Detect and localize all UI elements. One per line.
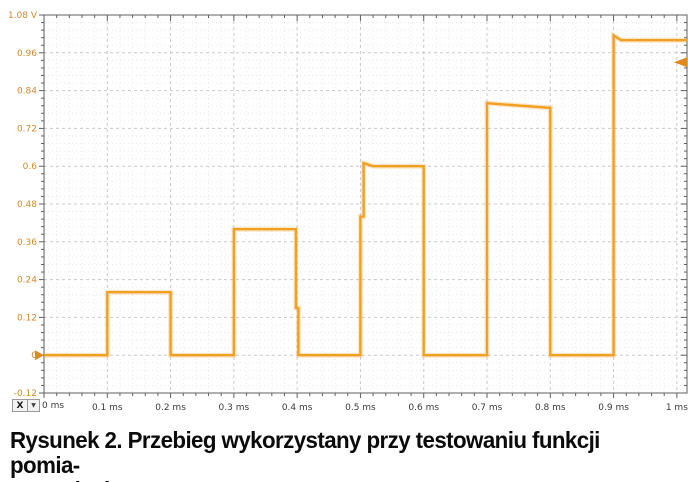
ground-marker-icon[interactable]: [35, 350, 44, 361]
svg-text:0.5 ms: 0.5 ms: [345, 403, 376, 413]
svg-text:1 ms: 1 ms: [666, 403, 688, 413]
svg-text:0.9 ms: 0.9 ms: [598, 403, 629, 413]
y-tick-labels: 1.08 V 0.96 0.84 0.72 0.6 0.48 0.36 0.24 0.12 0 -0…: [8, 11, 38, 399]
svg-text:-0.12: -0.12: [14, 389, 37, 399]
svg-text:0.6 ms: 0.6 ms: [408, 403, 439, 413]
svg-text:0.1 ms: 0.1 ms: [92, 403, 123, 413]
x-tick-label-0: 0 ms: [42, 401, 65, 411]
svg-text:0.96: 0.96: [17, 49, 37, 59]
svg-text:0.4 ms: 0.4 ms: [282, 403, 313, 413]
x-axis-selector-label[interactable]: X: [12, 399, 28, 412]
svg-text:0.8 ms: 0.8 ms: [535, 403, 566, 413]
grid-major: [44, 15, 687, 393]
caption-line-2: ru napięcia: [10, 477, 662, 482]
caption-line-1: Rysunek 2. Przebieg wykorzystany przy te…: [10, 427, 600, 478]
oscilloscope-plot: 1.08 V 0.96 0.84 0.72 0.6 0.48 0.36 0.24 0.12 0 -0…: [8, 11, 688, 413]
svg-text:0.48: 0.48: [17, 200, 37, 210]
svg-text:0.84: 0.84: [17, 87, 37, 97]
trigger-level-marker-icon[interactable]: [674, 57, 687, 68]
axis-ticks: [39, 14, 687, 398]
svg-text:0.3 ms: 0.3 ms: [219, 403, 250, 413]
waveform-trace: [44, 31, 687, 358]
svg-text:0: 0: [31, 351, 37, 361]
svg-text:0.7 ms: 0.7 ms: [472, 403, 503, 413]
svg-text:0.2 ms: 0.2 ms: [155, 403, 186, 413]
svg-text:0.12: 0.12: [17, 313, 37, 323]
svg-text:1.08 V: 1.08 V: [8, 11, 38, 21]
waveform-chart: 1.08 V 0.96 0.84 0.72 0.6 0.48 0.36 0.24 0.12 0 -0…: [8, 11, 688, 413]
svg-text:0.36: 0.36: [17, 238, 37, 248]
svg-text:0.24: 0.24: [17, 276, 37, 286]
figure-caption: Rysunek 2. Przebieg wykorzystany przy te…: [10, 428, 662, 482]
x-tick-labels: 0.1 ms 0.2 ms 0.3 ms 0.4 ms 0.5 ms 0.6 ms 0.7 …: [92, 403, 688, 413]
svg-text:0.6: 0.6: [23, 162, 38, 172]
chevron-down-icon[interactable]: ▼: [28, 399, 40, 412]
svg-text:0.72: 0.72: [17, 124, 37, 134]
x-axis-selector[interactable]: X ▼: [12, 399, 40, 412]
